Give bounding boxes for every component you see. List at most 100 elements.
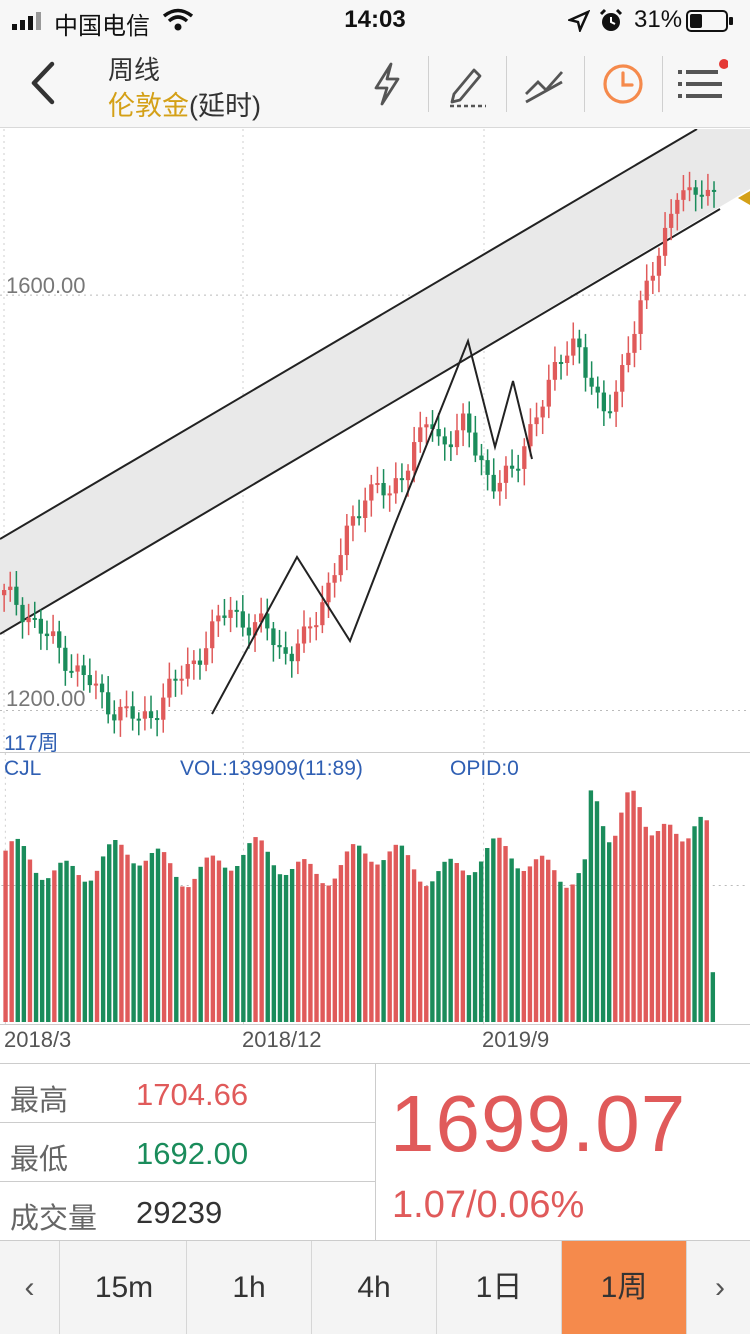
candle-body — [228, 609, 233, 618]
candle-body — [289, 653, 294, 662]
candle-body — [99, 683, 105, 693]
volume-bar — [710, 972, 716, 1023]
volume-bar — [509, 858, 514, 1023]
menu-icon[interactable] — [674, 58, 728, 110]
tab-1h[interactable]: 1h — [187, 1241, 312, 1334]
date-label: 2018/3 — [4, 1027, 72, 1052]
candle-body — [154, 718, 160, 721]
volume-bar — [655, 831, 661, 1023]
trendline-icon[interactable] — [518, 58, 572, 110]
candle-body — [632, 333, 637, 353]
volume-row: 成交量 29239 — [0, 1182, 375, 1241]
tab-1w[interactable]: 1周 — [562, 1241, 687, 1334]
candlestick-chart[interactable] — [0, 129, 750, 752]
status-time: 14:03 — [344, 6, 406, 33]
candle-body — [479, 455, 484, 461]
candle-body — [252, 622, 258, 636]
candle-body — [210, 621, 215, 649]
volume-bar — [643, 826, 648, 1023]
candle-body — [381, 483, 386, 496]
date-axis: 2018/3 2018/12 2019/9 — [0, 1024, 750, 1062]
candle-body — [50, 631, 56, 637]
candle-body — [375, 483, 380, 486]
volume-bar — [241, 854, 246, 1023]
candle-body — [620, 365, 625, 392]
last-price: 1699.07 — [390, 1079, 687, 1168]
candle-body — [662, 227, 668, 256]
candle-body — [246, 627, 252, 636]
volume-bar — [485, 848, 490, 1023]
candle-body — [577, 338, 582, 348]
candle-body — [81, 665, 86, 676]
volume-bar — [283, 874, 289, 1023]
toolbar-separator — [584, 56, 585, 112]
volume-bar — [613, 835, 618, 1023]
volume-bar — [399, 845, 405, 1023]
candle-body — [705, 189, 711, 197]
tab-15m[interactable]: 15m — [62, 1241, 187, 1334]
candle-body — [136, 718, 141, 721]
volume-bar — [369, 861, 374, 1023]
volume-bar — [552, 870, 557, 1023]
candle-body — [589, 377, 594, 387]
candle-body — [8, 586, 13, 591]
delay-note: (延时) — [189, 91, 261, 121]
candle-body — [75, 665, 80, 672]
toolbar-separator — [506, 56, 507, 112]
volume-bar — [76, 875, 81, 1023]
tabs-prev-arrow[interactable]: ‹ — [0, 1241, 60, 1334]
candle-body — [203, 648, 209, 665]
clock-icon[interactable] — [596, 58, 650, 110]
price-change: 1.07/0.06% — [392, 1184, 585, 1226]
tab-4h[interactable]: 4h — [312, 1241, 437, 1334]
volume-bar — [631, 790, 636, 1023]
volume-bar — [70, 865, 75, 1023]
high-value: 1704.66 — [136, 1077, 249, 1112]
volume-value-label: VOL:139909(11:89) — [180, 757, 363, 780]
volume-bar — [576, 873, 581, 1023]
candle-body — [167, 678, 172, 698]
volume-bar — [472, 872, 478, 1023]
volume-bar — [686, 838, 691, 1023]
candle-body — [118, 706, 123, 721]
candle-body — [87, 675, 92, 686]
price-level-1200: 1200.00 — [6, 686, 86, 711]
toolbar-separator — [428, 56, 429, 112]
volume-label: 成交量 — [10, 1203, 98, 1235]
current-price-marker — [738, 191, 750, 205]
volume-bar — [149, 852, 155, 1023]
candle-body — [687, 187, 692, 191]
tab-1d[interactable]: 1日 — [437, 1241, 562, 1334]
volume-bar — [692, 826, 697, 1023]
candle-body — [356, 516, 362, 519]
instrument-name: 伦敦金 — [108, 91, 189, 121]
volume-bar — [265, 851, 270, 1023]
volume-bar — [198, 866, 203, 1023]
draw-pen-icon[interactable] — [440, 58, 494, 110]
volume-bar — [448, 858, 453, 1023]
volume-bar — [21, 846, 27, 1023]
candle-body — [485, 460, 490, 475]
volume-bar — [204, 857, 209, 1023]
candle-body — [412, 442, 417, 471]
lightning-icon[interactable] — [360, 58, 414, 110]
volume-bar — [27, 859, 33, 1023]
volume-bar — [100, 856, 106, 1023]
volume-bar — [277, 874, 283, 1023]
instrument-title: 伦敦金(延时) — [108, 84, 261, 123]
volume-bar — [381, 860, 386, 1023]
candle-body — [93, 683, 99, 686]
volume-bar — [393, 844, 398, 1023]
candle-body — [601, 392, 607, 412]
volume-bar — [131, 863, 136, 1023]
back-arrow-icon[interactable] — [24, 58, 64, 108]
volume-chart[interactable] — [0, 752, 750, 1024]
volume-bar — [533, 859, 539, 1023]
volume-bar — [247, 843, 252, 1023]
tabs-next-arrow[interactable]: › — [715, 1271, 725, 1304]
volume-bar — [478, 861, 484, 1023]
candle-body — [265, 613, 270, 629]
volume-bar — [564, 887, 569, 1023]
period-tabs: ‹ 15m 1h 4h 1日 1周 › — [0, 1241, 750, 1334]
channel-lower-line — [0, 208, 721, 635]
